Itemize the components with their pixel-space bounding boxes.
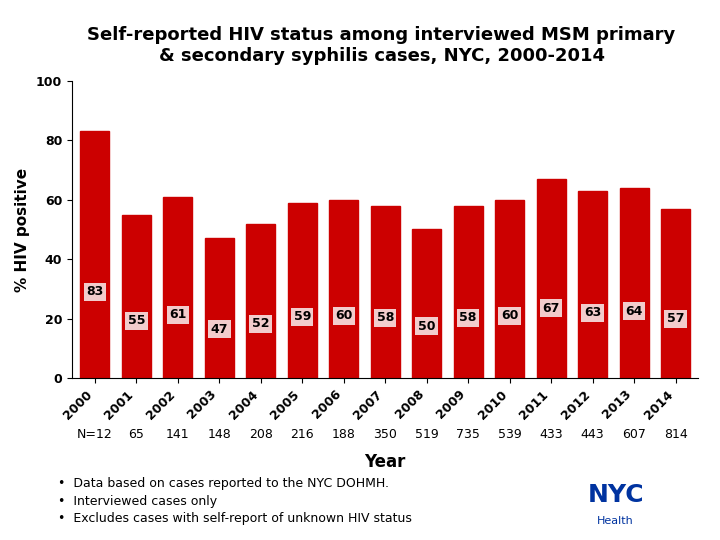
Text: 60: 60: [335, 309, 352, 322]
Bar: [163, 197, 192, 378]
Text: NYC: NYC: [588, 483, 644, 507]
Bar: [81, 131, 109, 378]
Bar: [329, 200, 359, 378]
Text: •  Excludes cases with self-report of unknown HIV status: • Excludes cases with self-report of unk…: [58, 512, 411, 525]
Text: 59: 59: [294, 310, 311, 323]
Bar: [661, 208, 690, 378]
Text: Health: Health: [597, 516, 634, 525]
Text: Year: Year: [364, 453, 406, 471]
Text: 65: 65: [128, 428, 144, 441]
Text: •  Interviewed cases only: • Interviewed cases only: [58, 495, 217, 508]
Text: 61: 61: [169, 308, 186, 321]
Text: 57: 57: [667, 312, 684, 325]
Text: 443: 443: [581, 428, 604, 441]
Text: 735: 735: [456, 428, 480, 441]
Text: Self-reported HIV status among interviewed MSM primary
& secondary syphilis case: Self-reported HIV status among interview…: [87, 26, 676, 65]
Text: 433: 433: [539, 428, 563, 441]
Text: N=12: N=12: [77, 428, 113, 441]
Text: •  Data based on cases reported to the NYC DOHMH.: • Data based on cases reported to the NY…: [58, 477, 389, 490]
Bar: [578, 191, 607, 378]
Text: 350: 350: [373, 428, 397, 441]
Text: 83: 83: [86, 285, 104, 298]
Text: 539: 539: [498, 428, 521, 441]
Text: 519: 519: [415, 428, 438, 441]
Bar: [288, 202, 317, 378]
Text: 607: 607: [622, 428, 646, 441]
Text: 58: 58: [459, 311, 477, 324]
Text: 60: 60: [501, 309, 518, 322]
Text: 148: 148: [207, 428, 231, 441]
Text: 52: 52: [252, 318, 269, 330]
Bar: [412, 230, 441, 378]
Text: 216: 216: [290, 428, 314, 441]
Text: 64: 64: [626, 305, 643, 318]
Bar: [246, 224, 275, 378]
Bar: [204, 238, 234, 378]
Text: 188: 188: [332, 428, 356, 441]
Text: 814: 814: [664, 428, 688, 441]
Text: 63: 63: [584, 306, 601, 319]
Text: 208: 208: [249, 428, 273, 441]
Text: 55: 55: [127, 314, 145, 327]
Bar: [122, 214, 150, 378]
Text: 58: 58: [377, 311, 394, 324]
Bar: [620, 188, 649, 378]
Bar: [495, 200, 524, 378]
Text: 67: 67: [542, 302, 560, 315]
Y-axis label: % HIV positive: % HIV positive: [15, 167, 30, 292]
Bar: [371, 206, 400, 378]
Text: 50: 50: [418, 320, 436, 333]
Bar: [536, 179, 566, 378]
Text: 47: 47: [210, 322, 228, 336]
Bar: [454, 206, 482, 378]
Text: 141: 141: [166, 428, 189, 441]
